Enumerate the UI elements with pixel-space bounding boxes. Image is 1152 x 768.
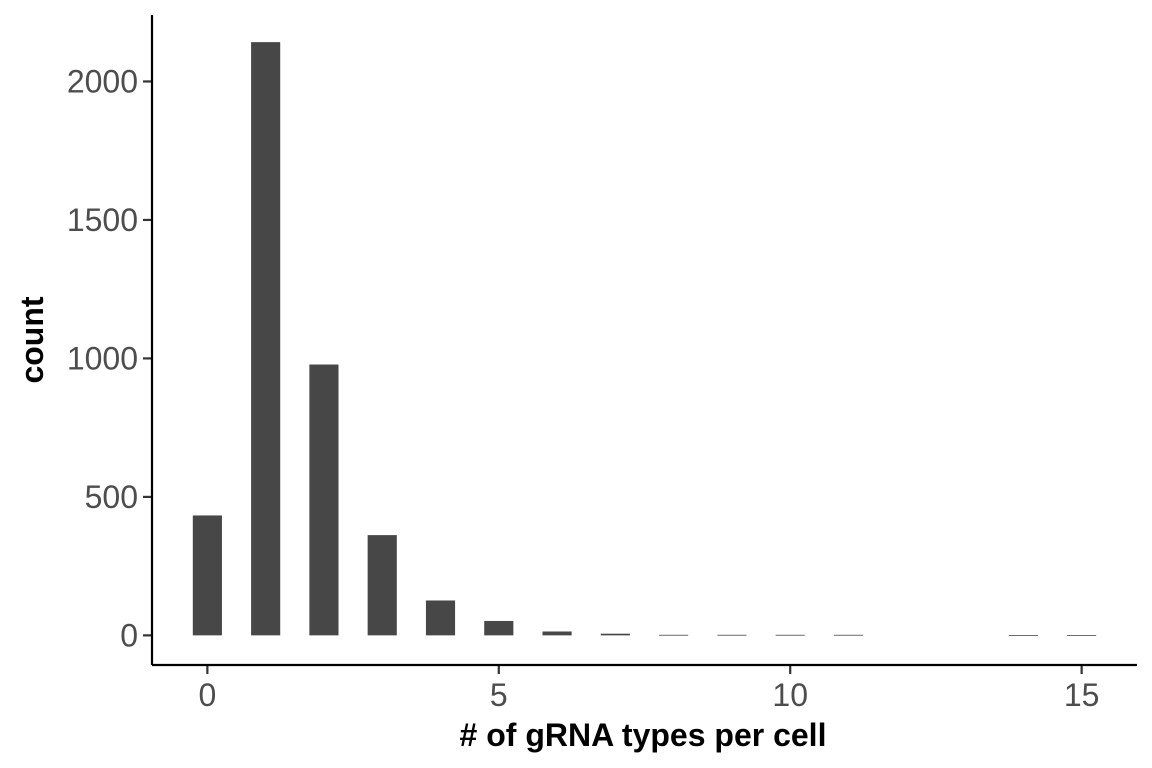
bar — [600, 633, 630, 636]
bar — [367, 535, 397, 636]
bar — [192, 515, 222, 636]
bar — [542, 631, 572, 636]
x-tick-label: 10 — [772, 677, 808, 713]
bar — [425, 600, 456, 636]
bar — [1067, 635, 1097, 636]
bar — [484, 620, 514, 636]
x-axis-ticks: 0 5 10 15 — [198, 665, 1099, 713]
bar — [833, 634, 864, 636]
bar — [659, 634, 689, 636]
bar — [1008, 635, 1038, 636]
bar — [717, 634, 747, 636]
y-tick-label: 1500 — [67, 202, 138, 238]
x-axis-title: # of gRNA types per cell — [460, 717, 827, 753]
y-tick-label: 500 — [85, 479, 138, 515]
y-tick-label: 1000 — [67, 340, 138, 376]
y-tick-label: 0 — [120, 617, 138, 653]
bars-group — [192, 42, 1097, 636]
y-axis-title: count — [14, 296, 50, 383]
x-tick-label: 0 — [198, 677, 216, 713]
bar — [309, 364, 339, 636]
y-tick-label: 2000 — [67, 63, 138, 99]
x-tick-label: 5 — [490, 677, 508, 713]
x-tick-label: 15 — [1064, 677, 1100, 713]
bar — [775, 634, 805, 636]
bar — [251, 42, 281, 636]
y-axis-ticks: 0 500 1000 1500 2000 — [67, 63, 152, 653]
